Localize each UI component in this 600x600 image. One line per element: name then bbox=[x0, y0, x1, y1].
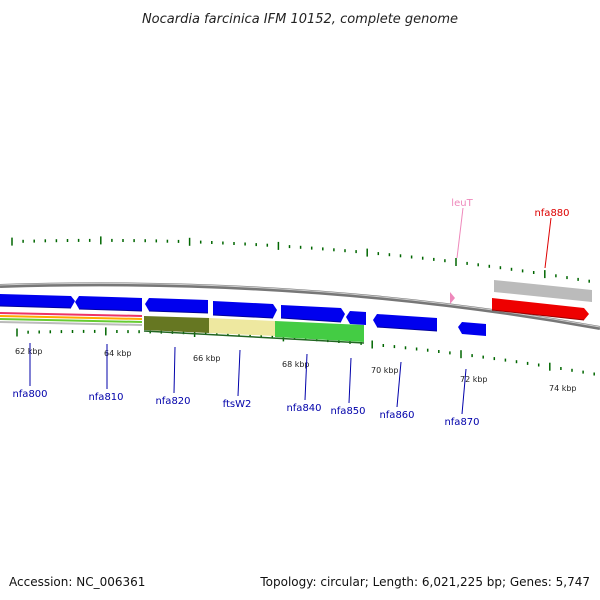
cds-arrow bbox=[0, 294, 75, 308]
tick-label: 74 kbp bbox=[549, 384, 577, 393]
tick-label: 68 kbp bbox=[282, 360, 310, 369]
genome-backbone-highlight bbox=[0, 282, 600, 328]
tick-label: 70 kbp bbox=[371, 366, 399, 375]
tick-label: 72 kbp bbox=[460, 375, 488, 384]
gene-label-leut: leuT bbox=[451, 198, 473, 209]
cds-arrow bbox=[346, 311, 366, 325]
cds-arrow-edges bbox=[0, 305, 438, 332]
gene-label-nfa810: nfa810 bbox=[88, 392, 123, 403]
map-title: Nocardia farcinica IFM 10152, complete g… bbox=[142, 12, 458, 27]
accession-text: Accession: NC_006361 bbox=[9, 575, 145, 589]
gene-label-nfa820: nfa820 bbox=[155, 396, 190, 407]
gene-label-ftsw2: ftsW2 bbox=[223, 399, 252, 410]
segment-olive bbox=[144, 316, 209, 333]
cds-arrow bbox=[145, 298, 208, 313]
gene-label-nfa860: nfa860 bbox=[379, 410, 414, 421]
tick-label: 62 kbp bbox=[15, 347, 43, 356]
leut-marker bbox=[450, 292, 455, 304]
cds-arrow bbox=[75, 296, 142, 311]
cds-arrows bbox=[0, 294, 486, 336]
gene-nfa880-arrow bbox=[492, 298, 589, 320]
label-leader-lines bbox=[29, 207, 552, 415]
tick-label: 64 kbp bbox=[104, 349, 132, 358]
cds-arrow bbox=[373, 314, 437, 331]
gene-label-nfa840: nfa840 bbox=[286, 403, 321, 414]
genome-backbone bbox=[0, 282, 600, 330]
gene-label-nfa870: nfa870 bbox=[444, 417, 479, 428]
feature-track-colored bbox=[0, 312, 143, 326]
cds-arrow bbox=[213, 301, 277, 318]
segment-green bbox=[275, 321, 364, 342]
segment-light-yellow bbox=[209, 318, 275, 336]
gene-label-nfa880: nfa880 bbox=[534, 208, 569, 219]
cds-arrow bbox=[458, 322, 486, 336]
gene-shadow-bar bbox=[494, 280, 592, 302]
gene-label-nfa850: nfa850 bbox=[330, 406, 365, 417]
tick-label: 66 kbp bbox=[193, 354, 221, 363]
segment-shadow bbox=[143, 330, 365, 344]
genome-summary-text: Topology: circular; Length: 6,021,225 bp… bbox=[259, 575, 590, 589]
tick-marks-upper bbox=[11, 236, 590, 283]
gene-nfa880-edge bbox=[491, 309, 585, 321]
cds-arrow bbox=[281, 305, 345, 322]
gene-label-nfa800: nfa800 bbox=[12, 389, 47, 400]
